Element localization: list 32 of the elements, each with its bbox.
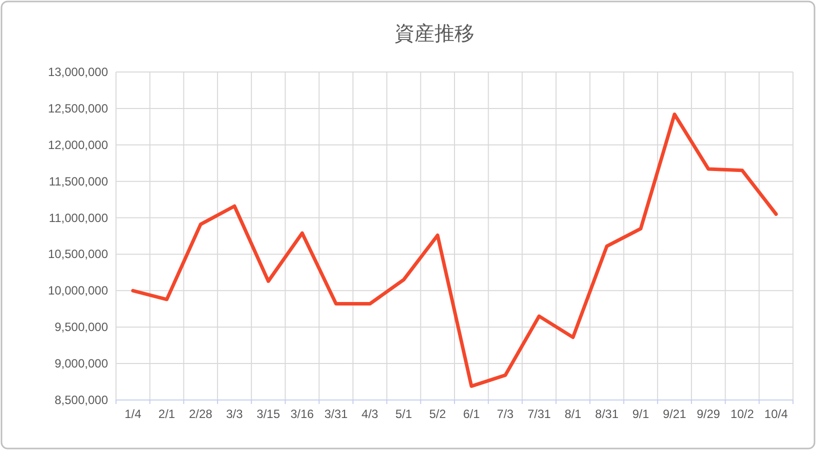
- x-tick-label: 3/15: [256, 407, 280, 421]
- x-tick-label: 8/1: [564, 407, 582, 421]
- x-tick-label: 6/1: [463, 407, 480, 421]
- y-tick-label: 11,500,000: [48, 174, 108, 188]
- y-tick-label: 12,000,000: [48, 138, 108, 152]
- x-tick-label: 9/21: [662, 407, 687, 421]
- y-tick-label: 11,000,000: [48, 210, 108, 225]
- y-tick-label: 12,500,000: [48, 101, 108, 116]
- x-tick-label: 2/28: [188, 407, 213, 421]
- line-series: [131, 112, 778, 388]
- y-tick-label: 13,000,000: [48, 65, 108, 79]
- x-tick-label: 5/1: [395, 407, 412, 421]
- y-tick-label: 10,000,000: [48, 284, 108, 298]
- y-tick-label: 8,500,000: [54, 393, 108, 407]
- x-tick-label: 3/16: [290, 407, 314, 421]
- x-tick-label: 2/1: [158, 407, 176, 421]
- y-tick-label: 10,500,000: [48, 247, 108, 262]
- x-tick-label: 7/3: [496, 407, 514, 421]
- x-tick-label: 3/3: [226, 407, 244, 421]
- x-tick-label: 10/2: [730, 407, 754, 421]
- y-tick-label: 9,500,000: [54, 320, 108, 334]
- x-tick-label: 3/31: [324, 407, 348, 421]
- chart-title: 資産推移: [394, 21, 474, 45]
- x-tick-label: 4/3: [362, 407, 379, 421]
- x-tick-label: 10/4: [764, 407, 788, 421]
- x-tick-label: 5/2: [429, 407, 446, 421]
- x-tick-label: 1/4: [124, 407, 142, 421]
- x-tick-label: 7/31: [527, 407, 552, 421]
- x-tick-label: 9/1: [632, 407, 650, 421]
- x-tick-label: 8/31: [595, 407, 619, 421]
- y-tick-label: 9,000,000: [54, 356, 108, 371]
- x-tick-label: 9/29: [696, 407, 720, 421]
